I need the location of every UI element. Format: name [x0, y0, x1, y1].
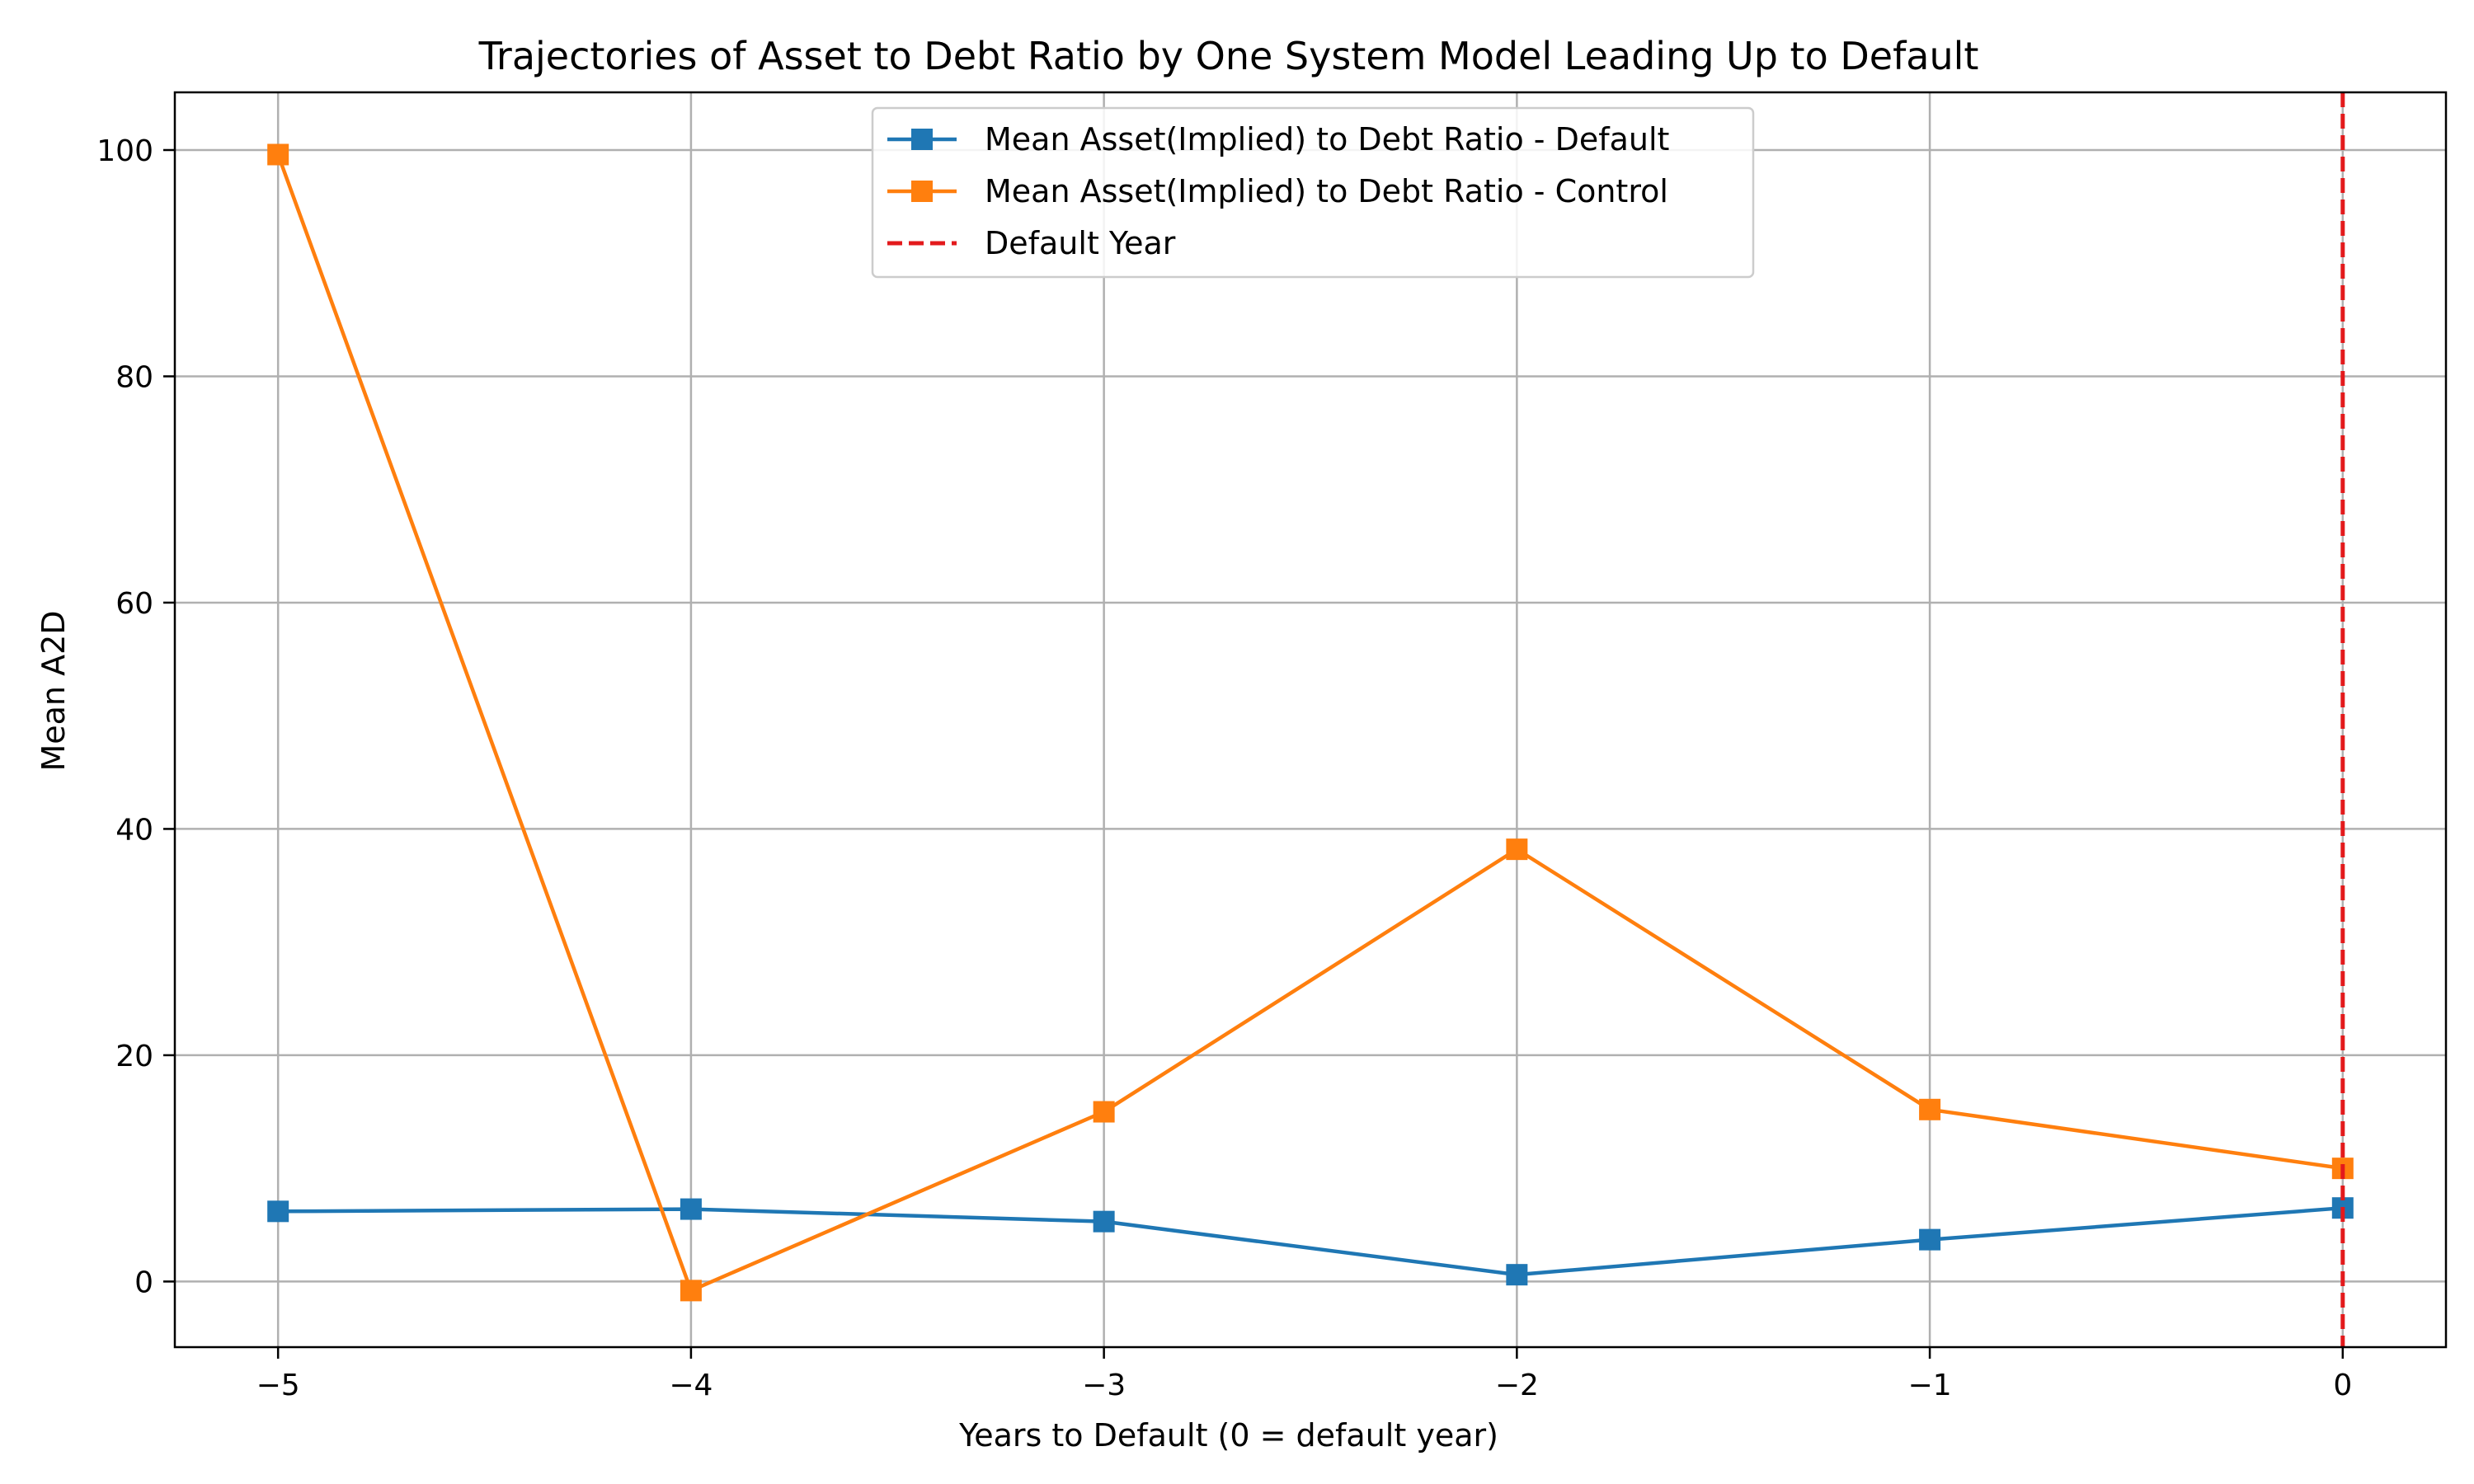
series-1 [267, 143, 2354, 1302]
data-point-marker [1093, 1210, 1115, 1233]
axis-ticks: −5 −4 −3 −2 −1 0 0 20 40 60 80 100 [96, 134, 2352, 1402]
series [267, 143, 2354, 1302]
legend: Mean Asset(Implied) to Debt Ratio - Defa… [871, 106, 1755, 279]
data-point-marker [1506, 1264, 1528, 1286]
x-tick-label: −2 [1495, 1369, 1539, 1402]
y-tick-label: 100 [96, 134, 153, 168]
series-line [278, 1205, 2343, 1277]
data-point-marker [1919, 1228, 1941, 1251]
y-axis-label: Mean A2D [35, 610, 72, 771]
plot-frame [173, 91, 2448, 1349]
y-tick-label: 0 [134, 1266, 153, 1299]
data-point-marker [1919, 1098, 1941, 1120]
y-tick-label: 80 [115, 360, 153, 394]
legend-swatch-marker [911, 129, 933, 150]
data-point-marker [680, 1280, 702, 1302]
data-point-marker [680, 1198, 702, 1220]
y-tick-label: 20 [115, 1040, 153, 1073]
data-point-marker [1506, 838, 1528, 861]
legend-entry-label: Mean Asset(Implied) to Debt Ratio - Cont… [985, 173, 1668, 209]
series-0 [267, 1197, 2354, 1286]
legend-swatch-marker [911, 181, 933, 202]
x-tick-label: −1 [1908, 1369, 1952, 1402]
data-point-marker [267, 1200, 289, 1223]
y-tick-label: 60 [115, 587, 153, 621]
legend-box [871, 106, 1755, 279]
legend-entry-label: Mean Asset(Implied) to Debt Ratio - Defa… [985, 121, 1669, 157]
y-tick-label: 40 [115, 813, 153, 847]
chart-title: Trajectories of Asset to Debt Ratio by O… [478, 34, 1979, 78]
grid [175, 92, 2446, 1347]
data-point-marker [267, 143, 289, 166]
x-tick-label: −5 [256, 1369, 300, 1402]
legend-entry-label: Default Year [985, 225, 1176, 261]
x-tick-label: 0 [2333, 1369, 2352, 1402]
x-tick-label: −3 [1082, 1369, 1126, 1402]
series-line [276, 153, 2344, 1293]
x-axis-label: Years to Default (0 = default year) [958, 1417, 1498, 1453]
x-tick-label: −4 [669, 1369, 713, 1402]
data-point-marker [1093, 1101, 1115, 1123]
